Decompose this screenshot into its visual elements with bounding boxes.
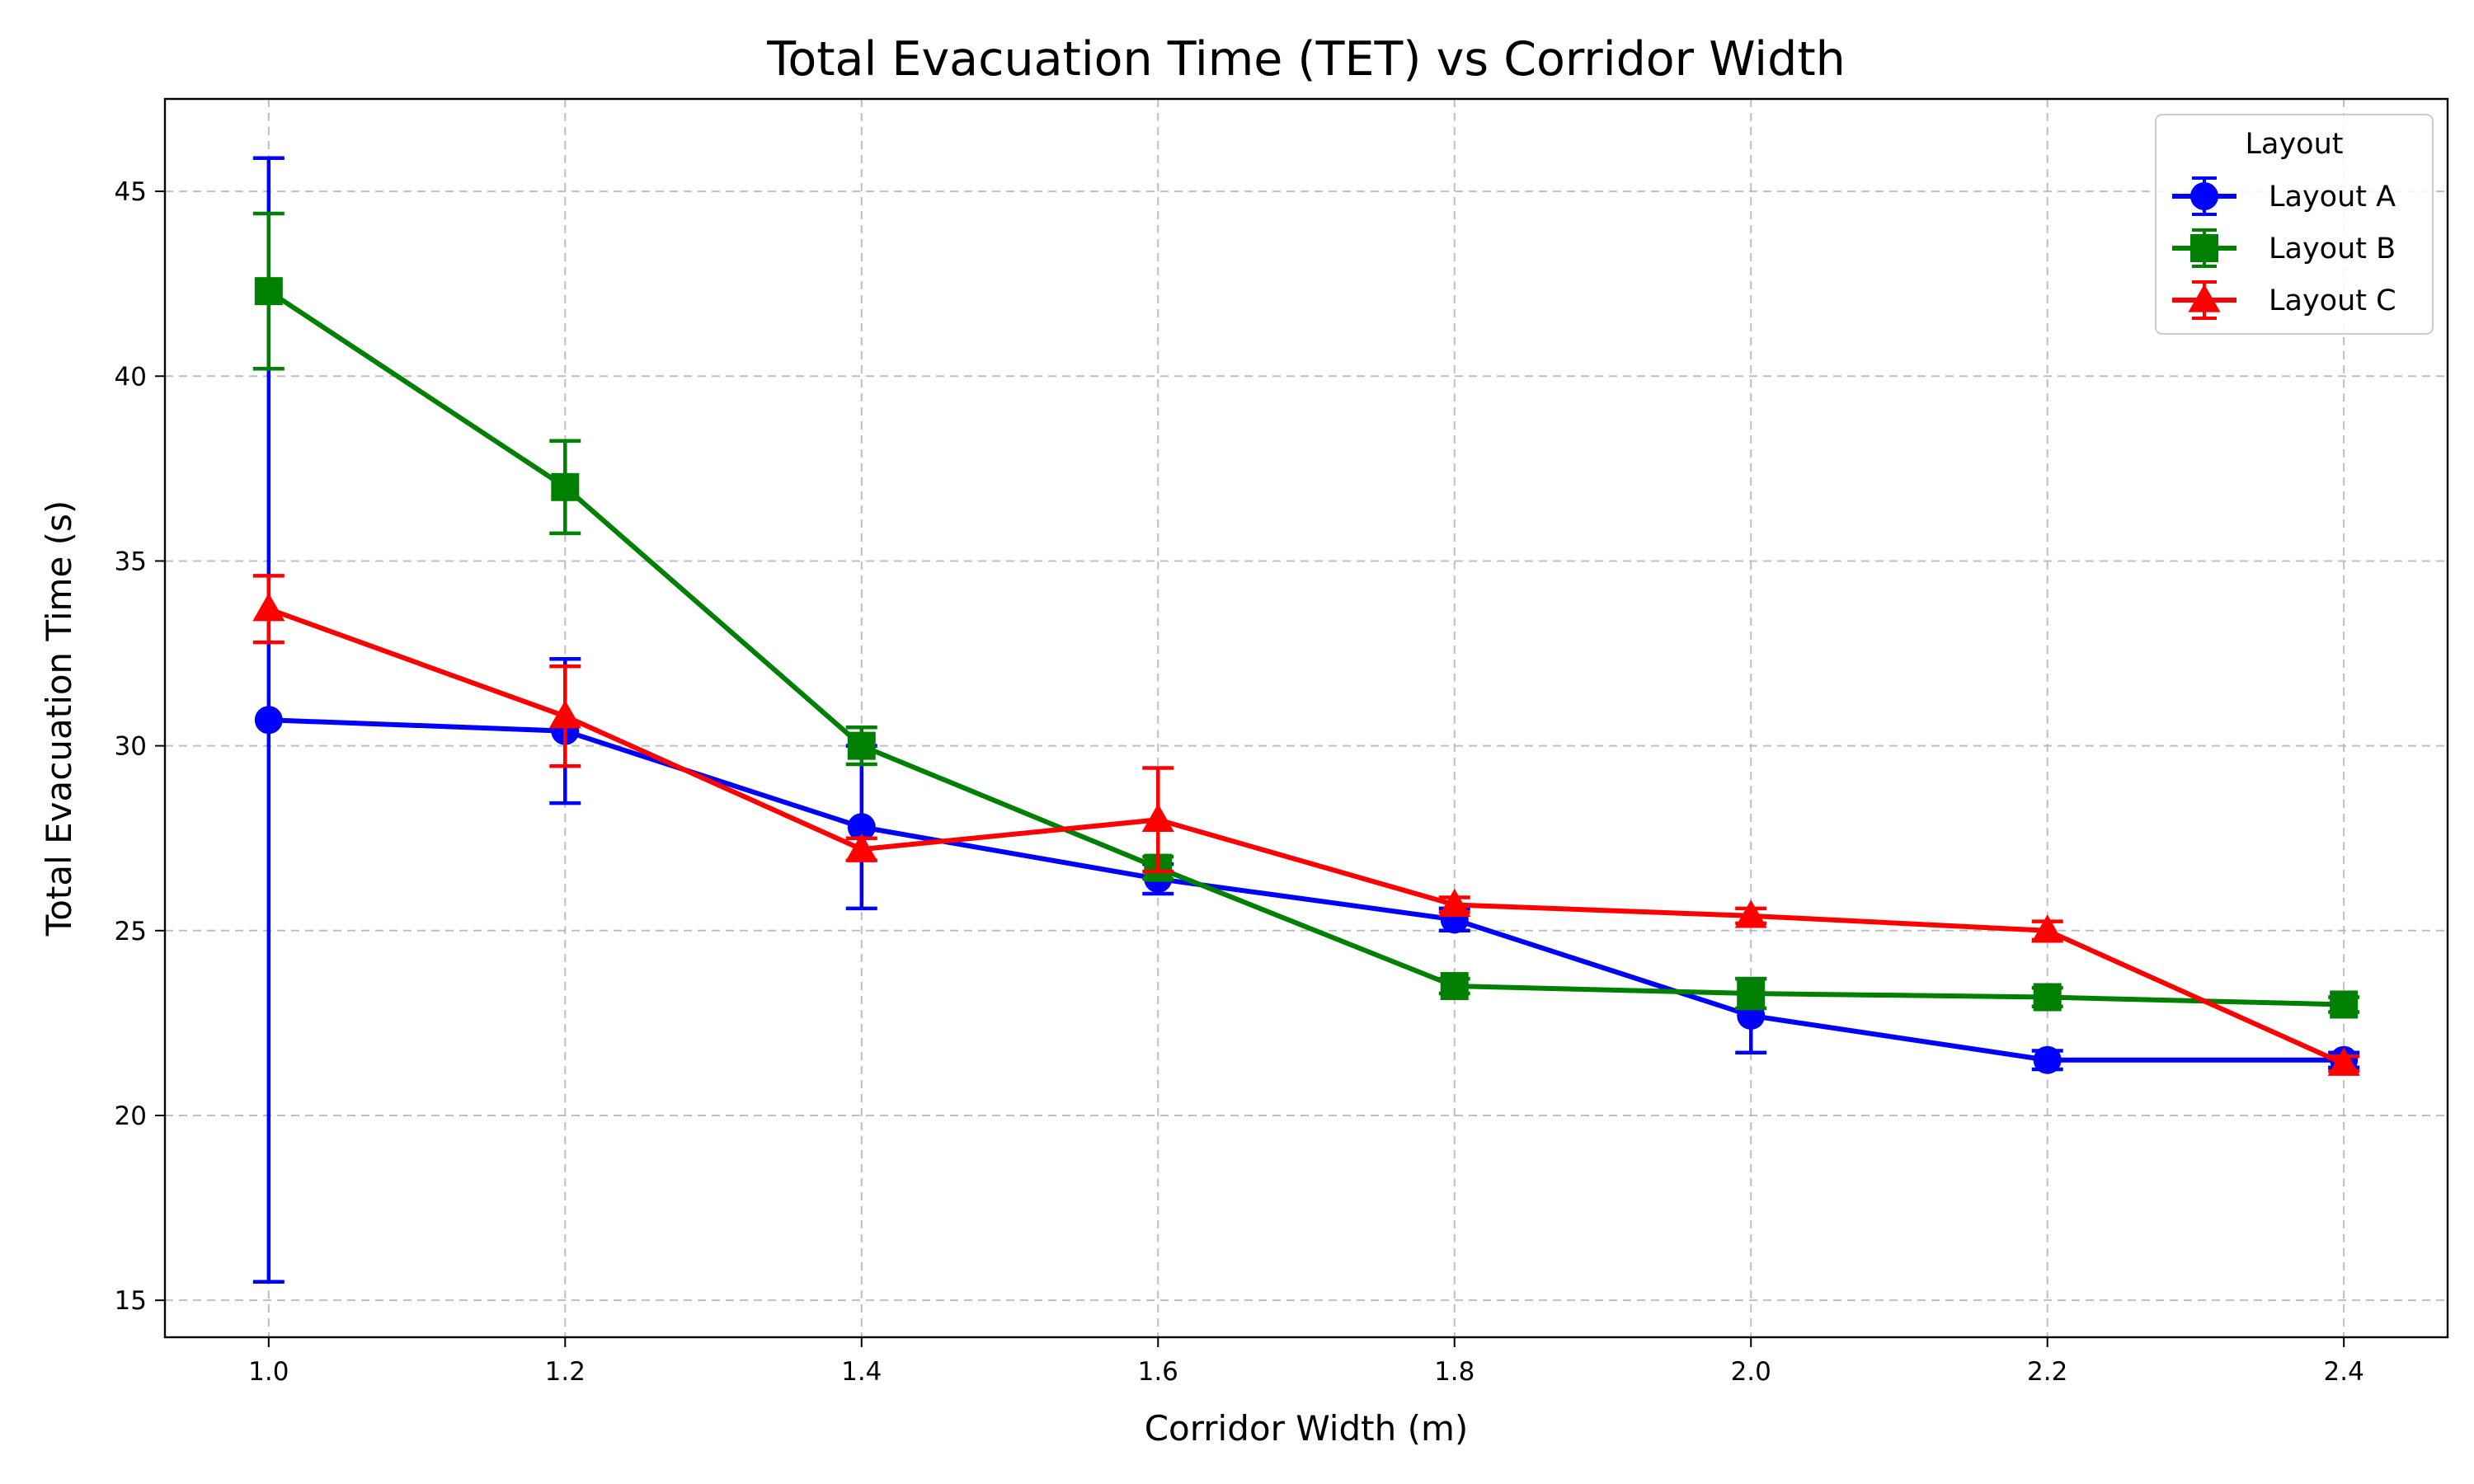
data-point-layout-c: [2327, 1047, 2360, 1076]
x-tick-label: 2.0: [1731, 1357, 1771, 1387]
legend-label-layout-a: Layout A: [2269, 181, 2396, 214]
chart-title: Total Evacuation Time (TET) vs Corridor …: [766, 32, 1846, 87]
data-point-layout-b: [2330, 990, 2359, 1019]
data-point-layout-a: [254, 706, 283, 735]
series-line-layout-b: [267, 289, 2345, 1007]
legend-marker-layout-c: [2188, 284, 2221, 312]
x-tick-label: 1.8: [1434, 1357, 1475, 1387]
ticks: 1.0 1.2 1.4 1.6 1.8 2.0 2.2 2.4 15 20 25 30 35 40 45: [115, 177, 2364, 1387]
data-point-layout-a: [2033, 1045, 2062, 1074]
data-point-layout-c: [2031, 914, 2064, 943]
x-tick-label: 1.2: [545, 1357, 586, 1387]
legend-marker-layout-b: [2190, 234, 2218, 262]
data-point-layout-b: [1737, 979, 1766, 1008]
x-axis-label: Corridor Width (m): [1145, 1408, 1469, 1449]
series-layout-c: [252, 574, 2360, 1076]
legend-marker-layout-a: [2190, 182, 2218, 210]
x-tick-label: 2.2: [2027, 1357, 2067, 1387]
plot-frame: [163, 97, 2449, 1339]
x-tick-label: 2.4: [2324, 1357, 2364, 1387]
y-tick-label: 45: [115, 177, 147, 207]
data-point-layout-b: [254, 277, 283, 306]
data-point-layout-c: [845, 833, 878, 862]
data-point-layout-c: [252, 593, 285, 622]
series-layout-b: [252, 211, 2360, 1019]
data-point-layout-a: [847, 813, 876, 842]
x-tick-label: 1.0: [248, 1357, 289, 1387]
legend-title: Layout: [2246, 128, 2344, 161]
x-tick-label: 1.6: [1138, 1357, 1178, 1387]
y-axis-label: Total Evacuation Time (s): [39, 500, 79, 937]
grid: [165, 99, 2448, 1337]
y-tick-label: 40: [115, 362, 147, 392]
data-point-layout-b: [551, 472, 580, 501]
y-tick-label: 25: [115, 917, 147, 946]
y-tick-label: 30: [115, 732, 147, 762]
data-point-layout-c: [1438, 888, 1471, 918]
data-point-layout-b: [2033, 983, 2062, 1012]
data-point-layout-b: [1440, 972, 1469, 1001]
legend-label-layout-b: Layout B: [2269, 232, 2396, 265]
series-layer: [252, 156, 2360, 1284]
legend-label-layout-c: Layout C: [2269, 284, 2396, 317]
series-line-layout-c: [267, 606, 2345, 1066]
data-point-layout-c: [1734, 899, 1767, 928]
y-tick-label: 20: [115, 1101, 147, 1131]
legend-box: [2155, 114, 2434, 335]
series-line-layout-a: [268, 717, 2345, 1063]
y-tick-label: 35: [115, 547, 147, 576]
data-point-layout-c: [548, 700, 581, 729]
x-tick-label: 1.4: [841, 1357, 882, 1387]
y-tick-label: 15: [115, 1286, 147, 1316]
legend: Layout Layout A Layout B Layout C: [2155, 114, 2434, 335]
data-point-layout-b: [847, 731, 876, 760]
data-point-layout-c: [1141, 803, 1174, 832]
